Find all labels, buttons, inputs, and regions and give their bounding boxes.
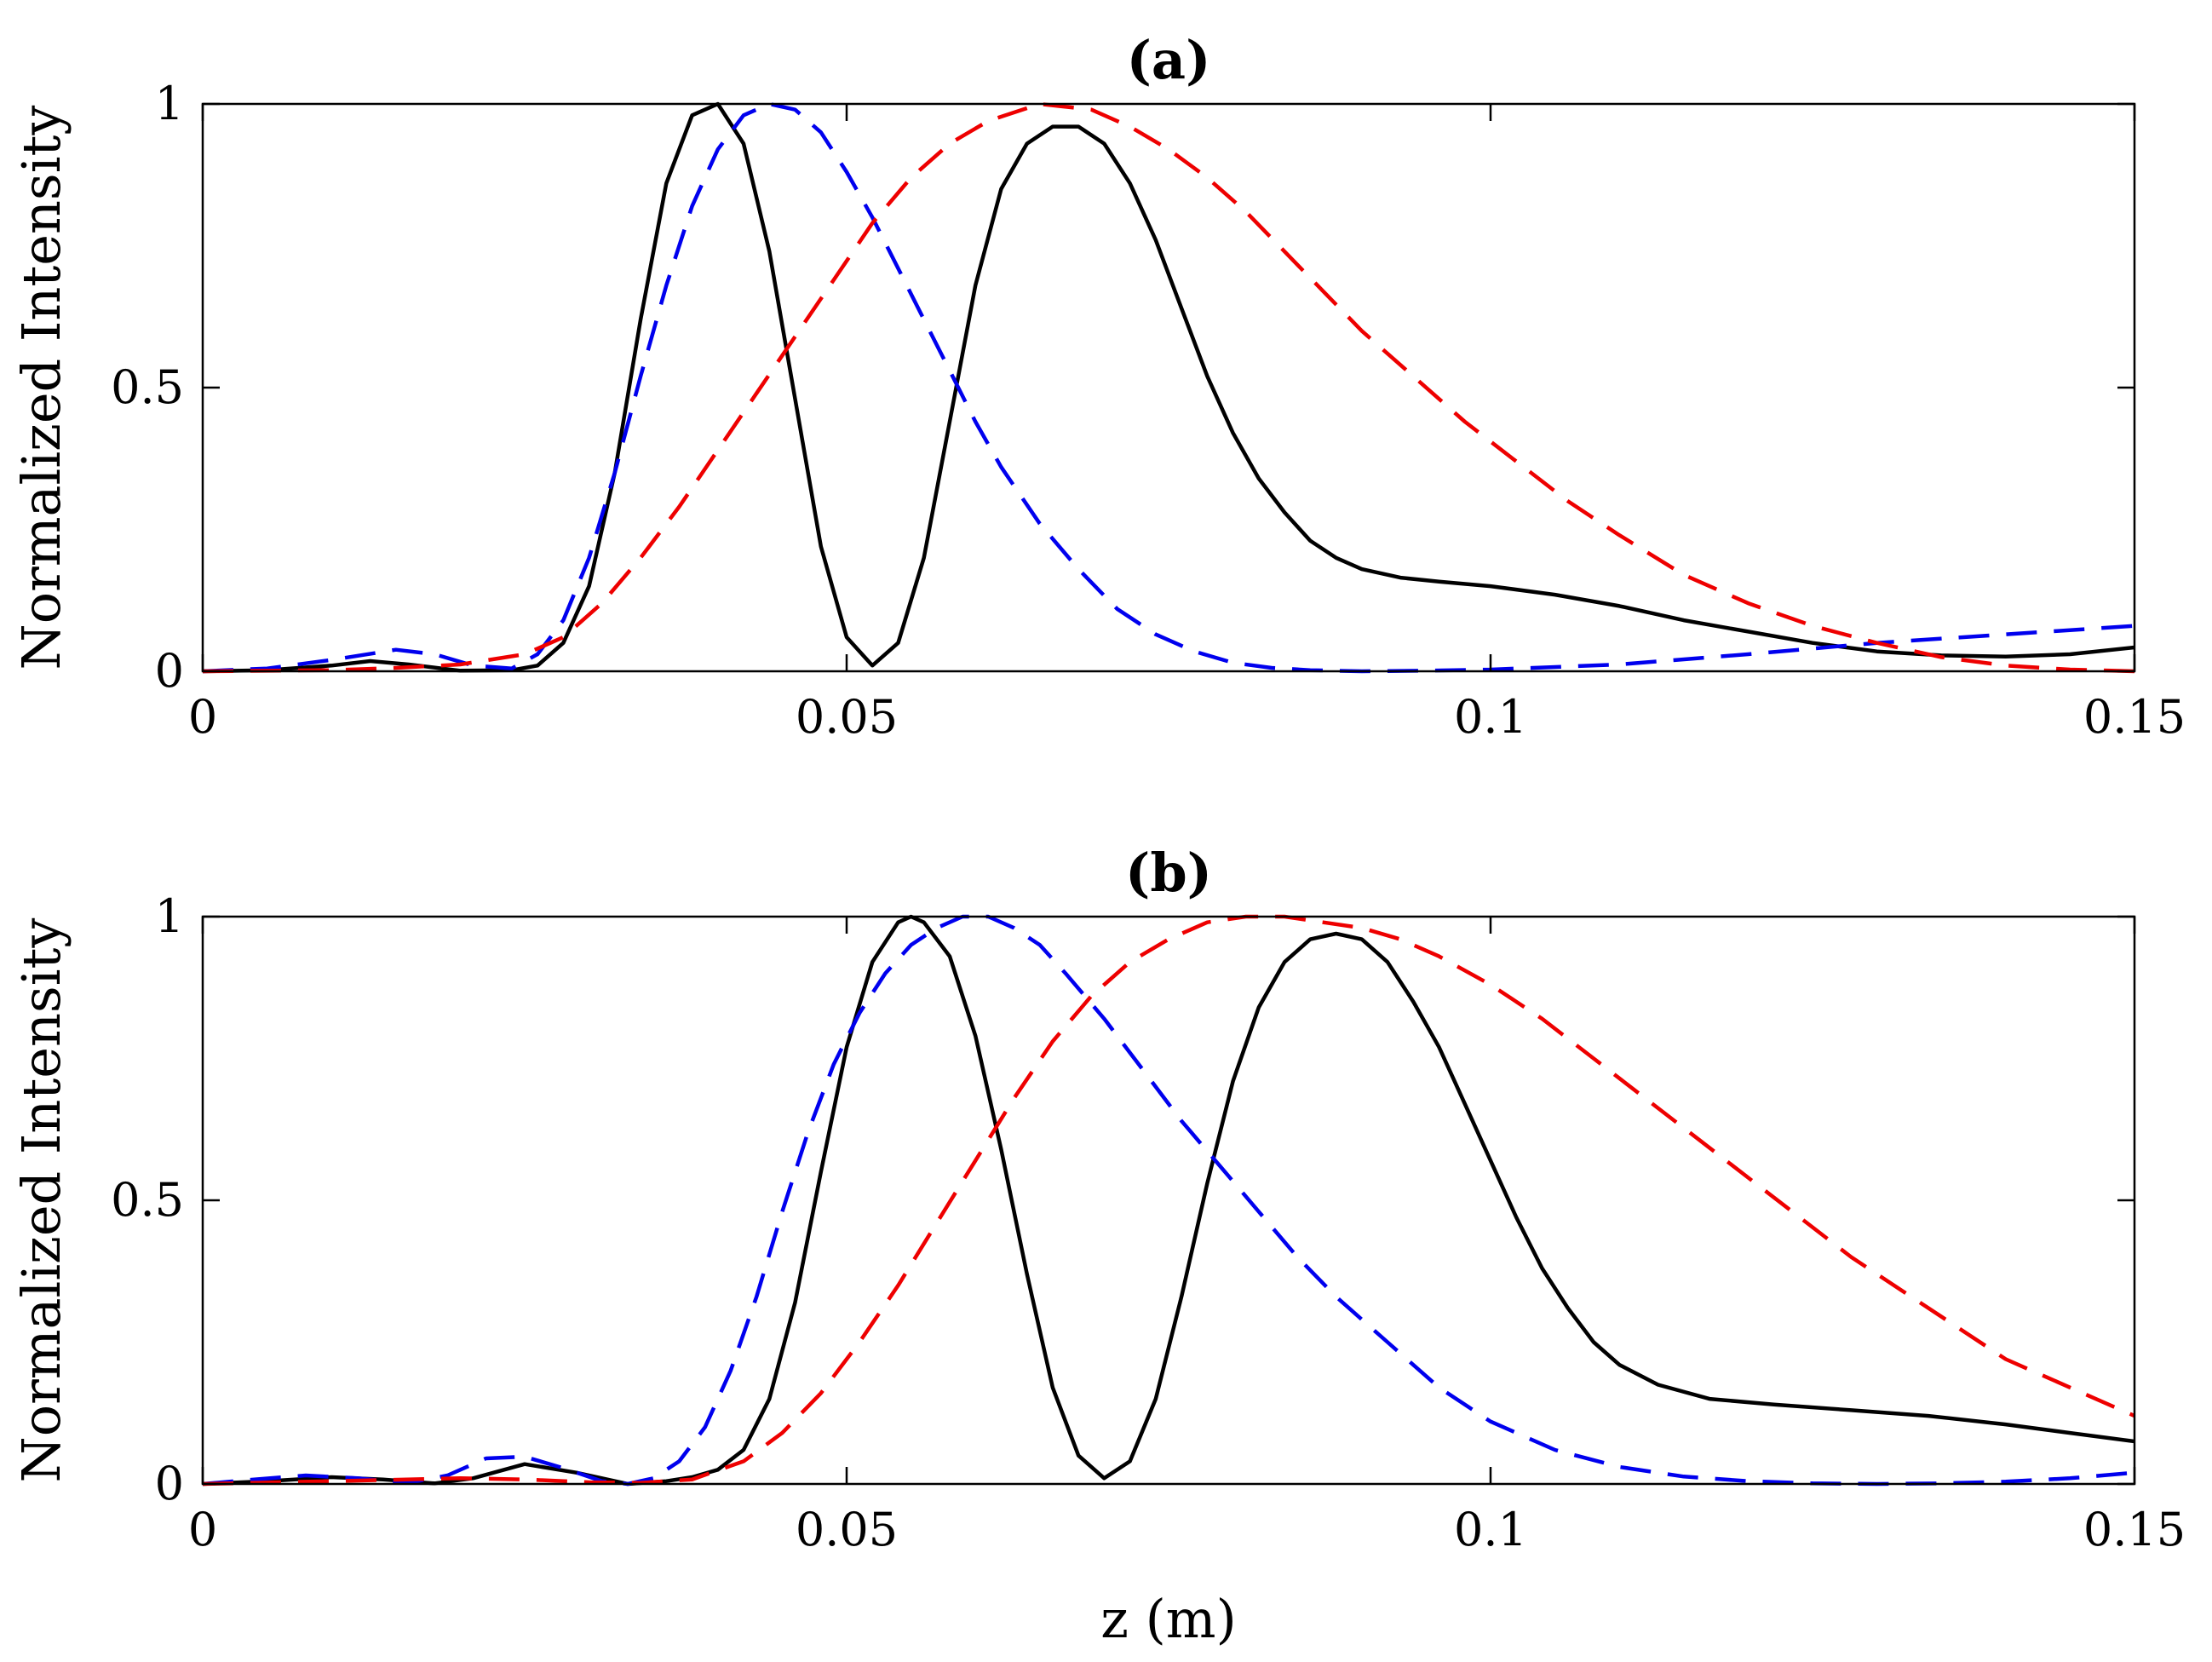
plot-frame: [201, 102, 2136, 673]
series-line-red-dashed: [203, 101, 2134, 674]
x-tick-label: 0: [188, 1503, 217, 1556]
series-line-solid: [203, 914, 2134, 1487]
y-tick-label: 0: [155, 1457, 184, 1510]
x-tick-label: 0.1: [1454, 1503, 1527, 1556]
series-group: [203, 914, 2134, 1487]
x-tick-label: 0.1: [1454, 690, 1527, 744]
x-axis-label: z (m): [1100, 1588, 1237, 1650]
y-tick-label: 0.5: [111, 360, 184, 414]
x-tick-label: 0.15: [2083, 690, 2186, 744]
series-group: [203, 101, 2134, 674]
chart-b: (b) 0 0.05 0.1 0.15 0 0.5 1 Normalized Intensity…: [10, 842, 2186, 1650]
x-tick-label: 0.05: [796, 1503, 898, 1556]
series-line-red-dashed: [203, 914, 2134, 1487]
y-tick-label: 0: [155, 644, 184, 698]
chart-title: (b): [1125, 842, 1212, 904]
y-axis-label: Normalized Intensity: [10, 918, 72, 1483]
x-tick-label: 0.05: [796, 690, 898, 744]
y-tick-label: 1: [155, 77, 184, 130]
chart-a: (a) 0 0.05 0.1 0.15 0 0.5 1 Normalized Intensity: [10, 29, 2186, 744]
plot-frame: [201, 915, 2136, 1486]
chart-title: (a): [1127, 29, 1211, 91]
series-line-blue-dashed: [203, 914, 2134, 1487]
series-line-solid: [203, 101, 2134, 674]
series-line-blue-dashed: [203, 101, 2134, 674]
y-tick-label: 0.5: [111, 1173, 184, 1227]
x-tick-label: 0: [188, 690, 217, 744]
y-tick-label: 1: [155, 889, 184, 943]
x-tick-label: 0.15: [2083, 1503, 2186, 1556]
y-axis-label: Normalized Intensity: [10, 106, 72, 670]
